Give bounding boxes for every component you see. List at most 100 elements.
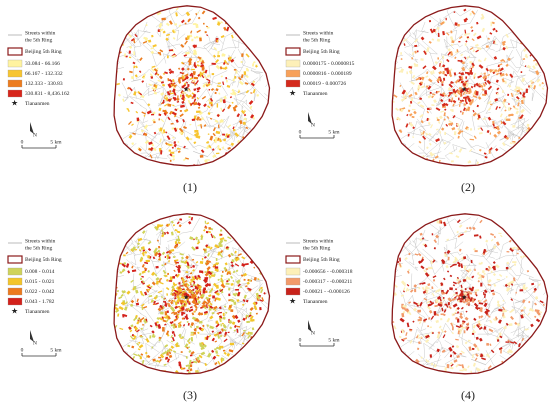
street-segment xyxy=(237,90,241,94)
street-segment xyxy=(456,306,460,311)
street-segment xyxy=(229,96,233,99)
street-segment xyxy=(425,50,428,53)
street-segment xyxy=(168,260,170,263)
street-segment xyxy=(483,72,487,75)
street-segment xyxy=(496,87,500,91)
street-segment xyxy=(436,220,440,224)
street-segment xyxy=(181,303,185,307)
street xyxy=(114,67,125,97)
street-segment xyxy=(130,38,135,42)
street xyxy=(408,30,425,58)
street-segment xyxy=(215,262,219,266)
street-segment xyxy=(437,303,443,308)
street-segment xyxy=(520,71,523,74)
street-segment xyxy=(425,287,430,290)
scale-label: 0 xyxy=(299,129,302,135)
street xyxy=(429,322,453,350)
street xyxy=(505,50,514,63)
street-segment xyxy=(490,289,495,293)
street-segment xyxy=(174,23,177,26)
street-segment xyxy=(455,316,458,320)
street-segment xyxy=(249,332,253,335)
street-segment xyxy=(201,300,207,306)
street-segment xyxy=(526,123,530,127)
street-segment xyxy=(444,303,448,306)
street-segment xyxy=(422,130,425,135)
street-segment xyxy=(464,43,467,46)
street-segment xyxy=(147,240,152,245)
street xyxy=(186,286,199,294)
street-segment xyxy=(229,326,233,330)
street-segment xyxy=(419,97,423,101)
street-segment xyxy=(200,62,203,65)
street-segment xyxy=(209,97,214,102)
street-segment xyxy=(223,338,228,343)
street-segment xyxy=(411,52,414,56)
street-segment xyxy=(220,239,224,243)
street-segment xyxy=(217,82,222,84)
street-segment xyxy=(456,278,460,282)
street-segment xyxy=(203,256,207,259)
street-segment xyxy=(460,263,464,269)
street-segment xyxy=(477,127,481,131)
street-segment xyxy=(174,296,177,300)
street-segment xyxy=(176,230,181,234)
street-segment xyxy=(186,298,189,301)
street-segment xyxy=(440,313,443,316)
street-segment xyxy=(513,341,518,345)
street-segment xyxy=(188,302,191,306)
street-segment xyxy=(142,249,146,252)
street-segment xyxy=(171,54,176,58)
street-segment xyxy=(193,36,197,39)
street-segment xyxy=(176,273,180,278)
street xyxy=(114,275,125,305)
street-segment xyxy=(204,362,208,367)
street-segment xyxy=(417,310,421,313)
street-segment xyxy=(245,285,248,288)
street-segment xyxy=(148,83,153,86)
street-segment xyxy=(441,127,445,131)
street-segment xyxy=(466,326,470,331)
street-segment xyxy=(460,80,464,84)
street-segment xyxy=(516,252,519,255)
street-segment xyxy=(440,98,444,103)
street-segment xyxy=(440,259,446,264)
street-segment xyxy=(168,149,172,152)
street xyxy=(130,29,139,41)
street-segment xyxy=(193,304,198,309)
legend-swatch xyxy=(285,59,301,68)
street xyxy=(543,129,548,136)
street-segment xyxy=(211,312,215,315)
street-segment xyxy=(462,295,466,300)
street xyxy=(474,159,486,166)
street-segment xyxy=(504,109,507,112)
street-segment xyxy=(450,43,454,47)
street-segment xyxy=(511,152,516,156)
street-segment xyxy=(171,29,175,34)
street-segment xyxy=(153,121,156,124)
street-segment xyxy=(493,133,498,138)
street-segment xyxy=(481,88,485,92)
street-segment xyxy=(178,24,182,28)
street-segment xyxy=(156,325,158,328)
street-segment xyxy=(114,63,116,68)
street-segment xyxy=(189,364,193,368)
street-segment xyxy=(222,312,225,317)
street-segment xyxy=(232,270,236,274)
legend-label: 0.0000175 - 0.0000815 xyxy=(303,61,355,67)
street xyxy=(392,41,398,56)
street-segment xyxy=(140,94,145,99)
street-segment xyxy=(157,252,162,257)
street-segment xyxy=(482,252,486,256)
street xyxy=(471,353,497,366)
street-segment xyxy=(449,287,453,291)
street-segment xyxy=(178,361,181,364)
street-segment xyxy=(214,244,219,249)
street-segment xyxy=(205,159,210,161)
street xyxy=(244,231,259,242)
street-segment xyxy=(505,322,509,326)
street-segment xyxy=(180,260,185,264)
street-segment xyxy=(443,112,446,117)
street-segment xyxy=(468,67,472,71)
street-segment xyxy=(160,311,164,315)
